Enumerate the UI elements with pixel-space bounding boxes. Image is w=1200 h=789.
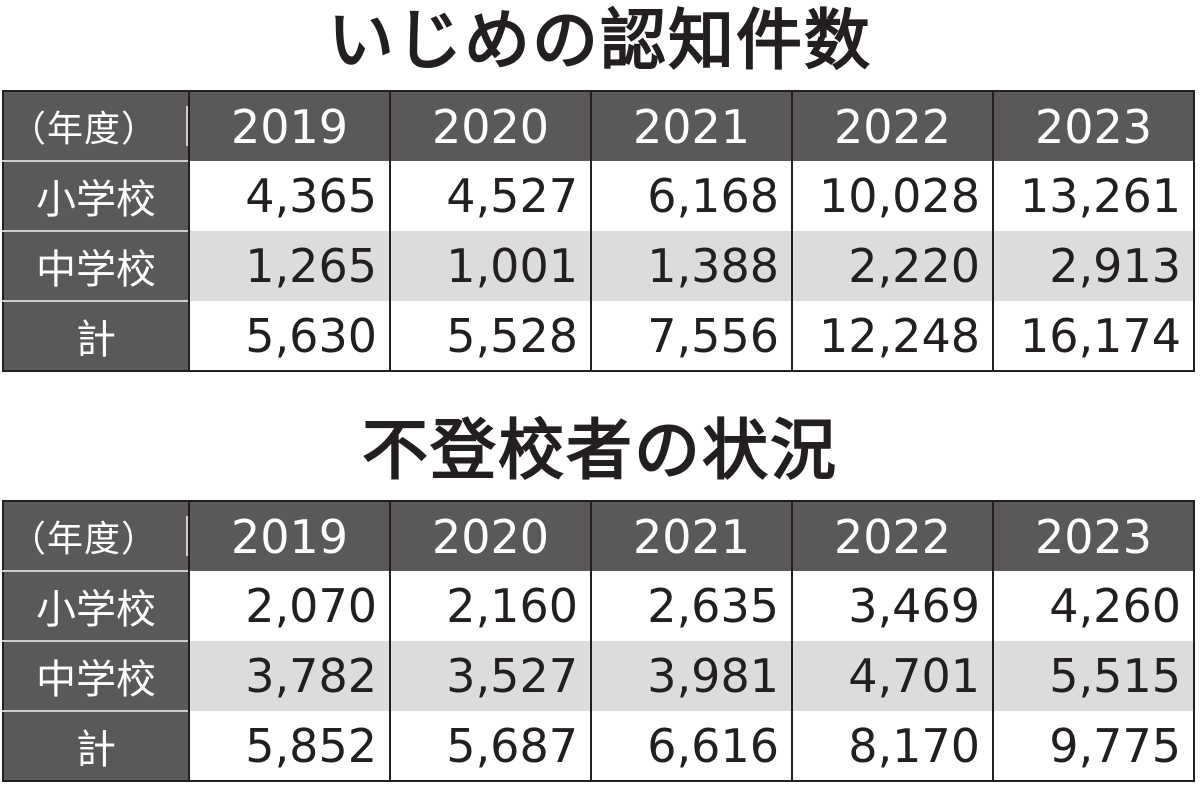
row-label: 中学校 xyxy=(3,230,189,301)
year-header: 2021 xyxy=(590,91,792,161)
year-header: 2022 xyxy=(791,501,993,571)
table-cell: 2,913 xyxy=(992,231,1194,301)
row-label: 計 xyxy=(3,300,189,371)
table-cell: 4,701 xyxy=(791,641,993,711)
table-cell: 2,220 xyxy=(791,231,993,301)
table-cell: 2,160 xyxy=(389,571,591,641)
table-cell: 3,527 xyxy=(389,641,591,711)
table-row: 中学校 3,782 3,527 3,981 4,701 5,515 xyxy=(3,640,1194,711)
table-cell: 1,265 xyxy=(188,231,390,301)
row-label: 小学校 xyxy=(3,570,189,641)
bullying-table: （年度） 2019 2020 2021 2022 2023 小学校 4,365 … xyxy=(2,90,1195,372)
table-row: 中学校 1,265 1,001 1,388 2,220 2,913 xyxy=(3,230,1194,301)
table-cell: 10,028 xyxy=(791,161,993,231)
header-row: （年度） 2019 2020 2021 2022 2023 xyxy=(3,91,1194,161)
table-cell: 3,782 xyxy=(188,641,390,711)
year-header: 2023 xyxy=(992,501,1194,571)
row-label: 小学校 xyxy=(3,160,189,231)
table-cell: 3,469 xyxy=(791,571,993,641)
table-row: 小学校 4,365 4,527 6,168 10,028 13,261 xyxy=(3,160,1194,231)
table-cell: 5,515 xyxy=(992,641,1194,711)
table-cell: 12,248 xyxy=(791,301,993,371)
year-corner-label: （年度） xyxy=(3,501,189,571)
table-row: 計 5,630 5,528 7,556 12,248 16,174 xyxy=(3,300,1194,371)
table-cell: 5,852 xyxy=(188,711,390,781)
table-cell: 2,635 xyxy=(590,571,792,641)
row-label: 計 xyxy=(3,710,189,781)
table-cell: 5,528 xyxy=(389,301,591,371)
table-cell: 9,775 xyxy=(992,711,1194,781)
table-cell: 4,365 xyxy=(188,161,390,231)
table-cell: 2,070 xyxy=(188,571,390,641)
year-header: 2019 xyxy=(188,91,390,161)
table-cell: 6,168 xyxy=(590,161,792,231)
table-cell: 13,261 xyxy=(992,161,1194,231)
row-label: 中学校 xyxy=(3,640,189,711)
year-header: 2020 xyxy=(389,501,591,571)
year-header: 2019 xyxy=(188,501,390,571)
chart-title-bullying: いじめの認知件数 xyxy=(328,2,872,79)
table-cell: 3,981 xyxy=(590,641,792,711)
chart-title-truancy: 不登校者の状況 xyxy=(362,412,838,489)
table-cell: 8,170 xyxy=(791,711,993,781)
table-cell: 1,388 xyxy=(590,231,792,301)
table-row: 小学校 2,070 2,160 2,635 3,469 4,260 xyxy=(3,570,1194,641)
table-cell: 4,527 xyxy=(389,161,591,231)
year-header: 2023 xyxy=(992,91,1194,161)
year-header: 2020 xyxy=(389,91,591,161)
year-header: 2021 xyxy=(590,501,792,571)
table-cell: 16,174 xyxy=(992,301,1194,371)
table-row: 計 5,852 5,687 6,616 8,170 9,775 xyxy=(3,710,1194,781)
table-cell: 5,630 xyxy=(188,301,390,371)
table-cell: 6,616 xyxy=(590,711,792,781)
table-cell: 7,556 xyxy=(590,301,792,371)
header-row: （年度） 2019 2020 2021 2022 2023 xyxy=(3,501,1194,571)
year-header: 2022 xyxy=(791,91,993,161)
table-cell: 1,001 xyxy=(389,231,591,301)
year-corner-label: （年度） xyxy=(3,91,189,161)
truancy-table: （年度） 2019 2020 2021 2022 2023 小学校 2,070 … xyxy=(2,500,1195,782)
table-cell: 4,260 xyxy=(992,571,1194,641)
table-cell: 5,687 xyxy=(389,711,591,781)
